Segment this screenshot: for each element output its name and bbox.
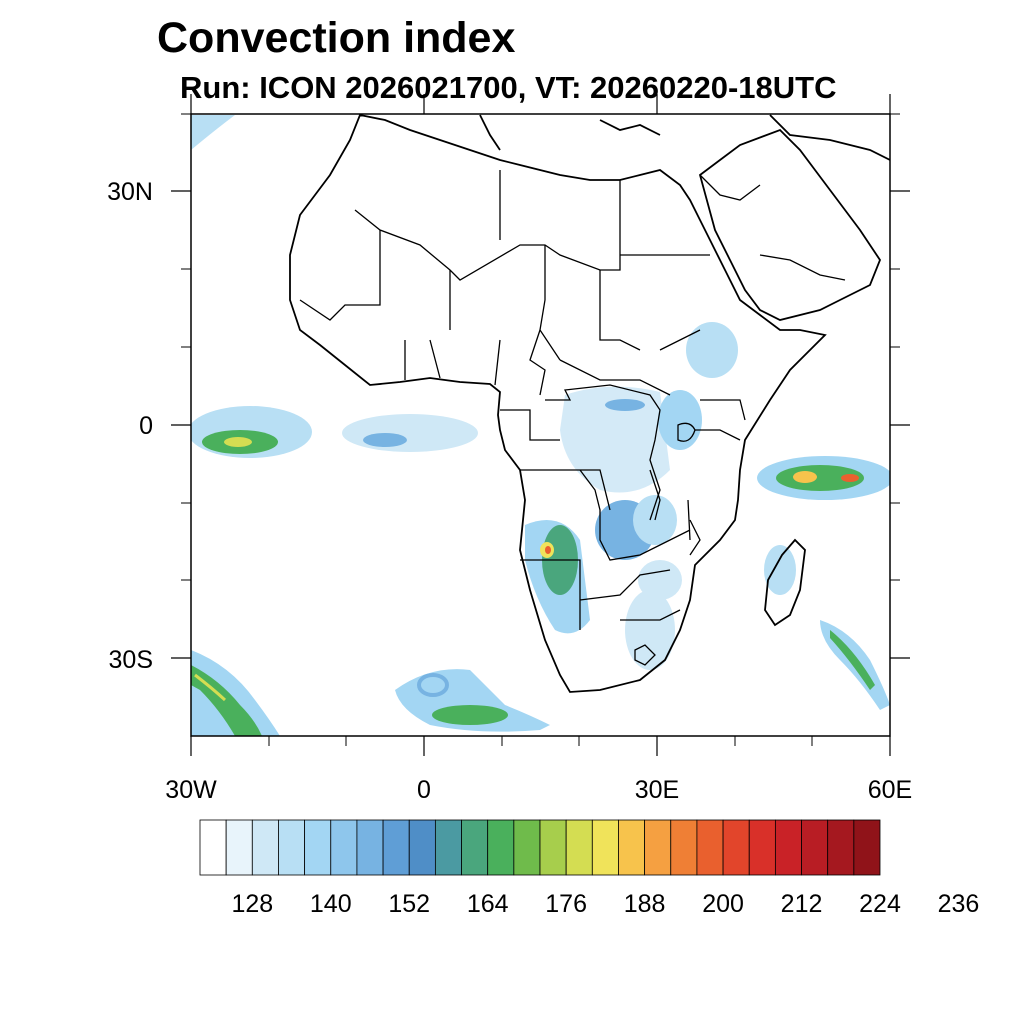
colorbar-label: 140 [310,890,352,918]
convection-band-mozambique-channel-core [830,630,875,690]
colorbar-label: 128 [231,890,273,918]
colorbar [199,819,881,876]
sahel-borders [299,230,701,361]
convection-cell-gulf-guinea [342,414,478,452]
convection-area-madagascar [764,545,796,595]
convection-cell-gulf-guinea-core [363,433,407,447]
mediterranean-coast-east [599,119,661,136]
colorbar-box [304,819,332,876]
borders-layer [299,170,846,666]
chart-title: Convection index [157,14,516,62]
colorbar-box [853,819,881,876]
lake-victoria [677,422,696,442]
colorbar-box [382,819,410,876]
colorbar-box [618,819,646,876]
lesotho-border [634,644,656,666]
mediterranean-coast [479,114,501,151]
colorbar-box [827,819,855,876]
convection-band-south-atlantic-central-core [432,705,508,725]
colorbar-labels: 128 140 152 164 176 188 200 212 224 236 [231,890,979,918]
southern-africa-borders [520,469,701,630]
colorbar-box [801,819,829,876]
colorbar-label: 236 [938,890,980,918]
colorbar-box [487,819,515,876]
convection-cell-congo-core [605,399,645,411]
arabia-coastline [698,128,882,321]
convection-band-south-atlantic-west-peak [194,673,227,702]
convection-area-zimbabwe [638,560,682,600]
colorbar-box [644,819,672,876]
y-axis-ticks [171,190,910,659]
convection-area-great-lakes [658,390,702,450]
colorbar-box [722,819,750,876]
x-axis-ticks [190,94,891,756]
middle-east-outline [769,114,890,161]
convection-band-south-atlantic-west-core [191,665,262,736]
convection-cell-atlantic-west-peak [224,437,252,447]
madagascar-coastline [764,538,806,627]
convection-cell-indian-ocean-peak [793,471,817,483]
colorbar-box [356,819,384,876]
colorbar-box [461,819,489,876]
sahara-borders [354,180,621,281]
colorbar-label: 188 [624,890,666,918]
convection-area-south-africa [625,590,675,670]
colorbar-box [513,819,541,876]
convection-area-congo [560,386,670,493]
colorbar-box [696,819,724,876]
colorbar-label: 176 [545,890,587,918]
x-axis-minor-ticks [268,736,813,746]
x-tick-label: 30E [635,776,679,804]
colorbar-label: 164 [467,890,509,918]
convection-band-south-atlantic-west [191,650,280,736]
convection-cell-indian-ocean-core [776,465,864,491]
colorbar-box [748,819,776,876]
rift-lakes [649,469,691,541]
convection-area-ethiopia [686,322,738,378]
y-tick-label: 0 [139,412,153,440]
africa-coastline [289,114,827,693]
chart-subtitle: Run: ICON 2026021700, VT: 20260220-18UTC [180,70,837,105]
colorbar-box [539,819,567,876]
x-tick-label: 30W [165,776,217,804]
colorbar-box [670,819,698,876]
colorbar-label: 224 [859,890,901,918]
y-tick-label: 30N [107,178,153,206]
colorbar-box [591,819,619,876]
colorbar-box [408,819,436,876]
colorbar-label: 200 [702,890,744,918]
x-tick-label: 60E [868,776,912,804]
colorbar-box [434,819,462,876]
x-tick-label: 0 [417,776,431,804]
colorbar-box [565,819,593,876]
convection-cell-indian-ocean-max [841,474,859,482]
colorbar-box [774,819,802,876]
convection-cell-namibia-max [545,546,551,554]
coastline-layer [289,114,890,693]
colorbar-box [199,819,227,876]
north-africa-borders [499,170,710,256]
convection-field-layer [191,115,890,736]
y-axis-minor-ticks [181,113,900,581]
colorbar-label: 212 [781,890,823,918]
colorbar-label: 152 [388,890,430,918]
west-africa-borders [404,329,671,396]
convection-cell-north-atlantic [191,115,235,150]
central-africa-borders [500,384,746,521]
colorbar-box [225,819,253,876]
y-tick-label: 30S [109,646,153,674]
convection-ring-south-atlantic [417,673,449,697]
colorbar-box [251,819,279,876]
arabia-borders [699,174,846,281]
colorbar-box [330,819,358,876]
colorbar-box [278,819,306,876]
